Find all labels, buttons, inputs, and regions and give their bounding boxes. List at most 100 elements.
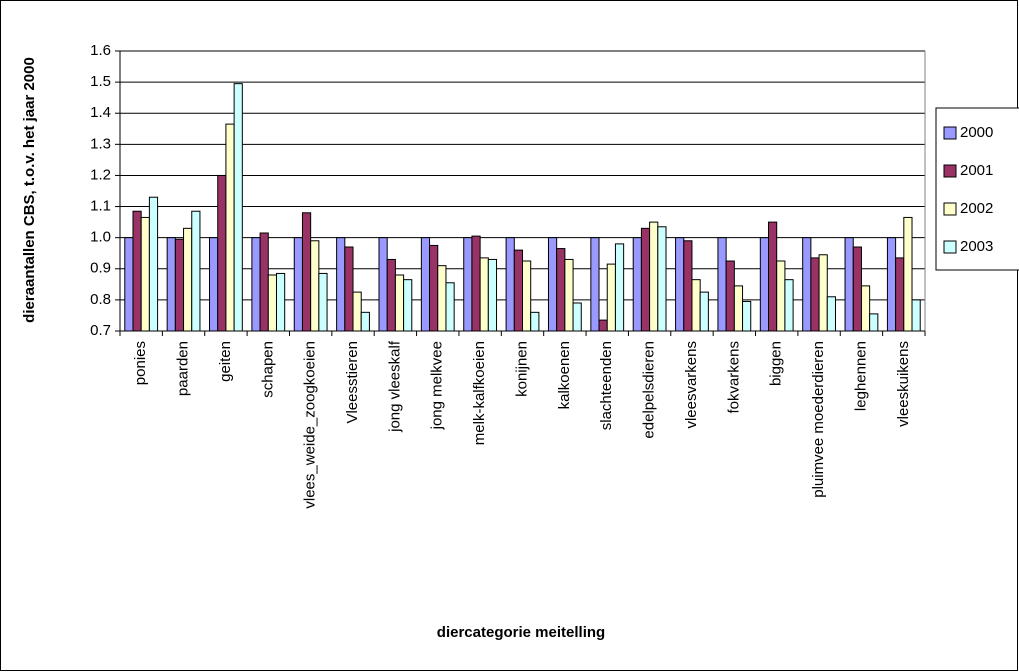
bar <box>675 237 685 332</box>
bar <box>191 210 201 332</box>
bar <box>564 258 574 332</box>
bar <box>860 285 871 332</box>
bar <box>148 196 159 332</box>
bar <box>251 237 261 332</box>
x-tick-label: vlees_weide_zoogkoeien <box>302 341 319 509</box>
bar <box>522 260 532 332</box>
bar <box>768 221 778 332</box>
bar <box>166 237 176 332</box>
bar <box>140 216 150 332</box>
bar <box>530 311 540 332</box>
bar <box>132 210 142 332</box>
bar <box>293 237 303 332</box>
bar <box>386 258 396 332</box>
bar <box>572 302 582 332</box>
bar <box>556 248 566 332</box>
bar <box>683 240 693 332</box>
bar <box>217 174 227 332</box>
bar <box>657 226 667 332</box>
bar <box>445 282 455 332</box>
bar <box>886 237 897 332</box>
bar <box>344 246 354 332</box>
bar <box>233 83 243 332</box>
x-tick-label: vleesvarkens <box>683 341 700 429</box>
x-tick-label: vleeskuikens <box>895 341 912 427</box>
x-tick-label: geiten <box>217 341 234 382</box>
bar <box>301 212 312 332</box>
x-tick-label: fokvarkens <box>725 341 742 414</box>
bar <box>649 221 659 332</box>
bar <box>471 235 481 332</box>
bar <box>174 238 185 332</box>
bar <box>259 232 269 332</box>
x-tick-label: jong melkvee <box>429 341 446 430</box>
bar <box>826 296 836 332</box>
bar <box>699 291 709 332</box>
y-axis-title: dieraantallen CBS, t.o.v. het jaar 2000 <box>21 57 38 323</box>
bar <box>429 244 439 332</box>
bar <box>275 272 286 332</box>
x-tick-label: Vleesstieren <box>344 341 361 424</box>
bar <box>844 237 854 332</box>
bar <box>225 123 235 332</box>
x-tick-label: melk-kalfkoeien <box>471 341 488 445</box>
legend-label: 2000 <box>960 124 993 141</box>
bar <box>513 249 523 332</box>
bar <box>632 237 642 332</box>
bar <box>869 313 879 332</box>
bar <box>903 216 913 332</box>
y-tick-label: 1.0 <box>90 229 111 246</box>
bar <box>403 279 413 332</box>
bar <box>784 279 794 332</box>
bar <box>209 237 219 332</box>
x-tick-label: paarden <box>175 341 192 396</box>
y-tick-label: 1.1 <box>90 198 111 215</box>
y-tick-label: 0.8 <box>90 291 111 308</box>
bar <box>911 299 921 332</box>
y-tick-label: 1.5 <box>90 73 111 90</box>
y-tick-label: 0.7 <box>90 322 111 339</box>
x-tick-label: kalkoenen <box>556 341 573 409</box>
bar <box>310 240 320 332</box>
bar <box>487 258 498 332</box>
x-tick-label: pluimvee moederdieren <box>810 341 827 498</box>
y-tick-label: 1.3 <box>90 135 111 152</box>
bar <box>606 263 616 332</box>
y-tick-label: 0.9 <box>90 260 111 277</box>
x-tick-label: konijnen <box>513 341 530 397</box>
bar <box>733 285 744 332</box>
x-tick-label: biggen <box>768 341 785 386</box>
x-tick-label: leghennen <box>852 341 869 411</box>
legend-swatch <box>943 164 957 178</box>
legend-label: 2002 <box>960 200 993 217</box>
x-axis-title: diercategorie meitelling <box>437 624 605 641</box>
bar <box>598 319 608 332</box>
bar <box>437 265 447 332</box>
bar <box>818 254 828 332</box>
bar <box>267 274 277 332</box>
bar <box>360 311 370 332</box>
x-tick-label: schapen <box>259 341 276 398</box>
bar <box>505 237 515 332</box>
bar <box>895 257 905 332</box>
x-tick-label: ponies <box>132 341 149 385</box>
bar <box>420 237 431 332</box>
legend-swatch <box>943 126 957 140</box>
x-tick-label: jong vleeskalf <box>386 340 403 433</box>
bar <box>318 272 328 332</box>
bar <box>725 260 735 332</box>
bar <box>336 237 346 332</box>
bar <box>742 300 752 332</box>
bar <box>810 257 820 332</box>
bar <box>463 237 473 332</box>
bar <box>124 237 134 332</box>
bar <box>547 237 558 332</box>
legend-swatch <box>943 240 957 254</box>
bar <box>378 237 388 332</box>
bar <box>183 227 193 332</box>
bar <box>776 260 786 332</box>
bar <box>691 279 701 332</box>
legend-swatch <box>943 202 957 216</box>
x-tick-label: slachteenden <box>598 341 615 430</box>
